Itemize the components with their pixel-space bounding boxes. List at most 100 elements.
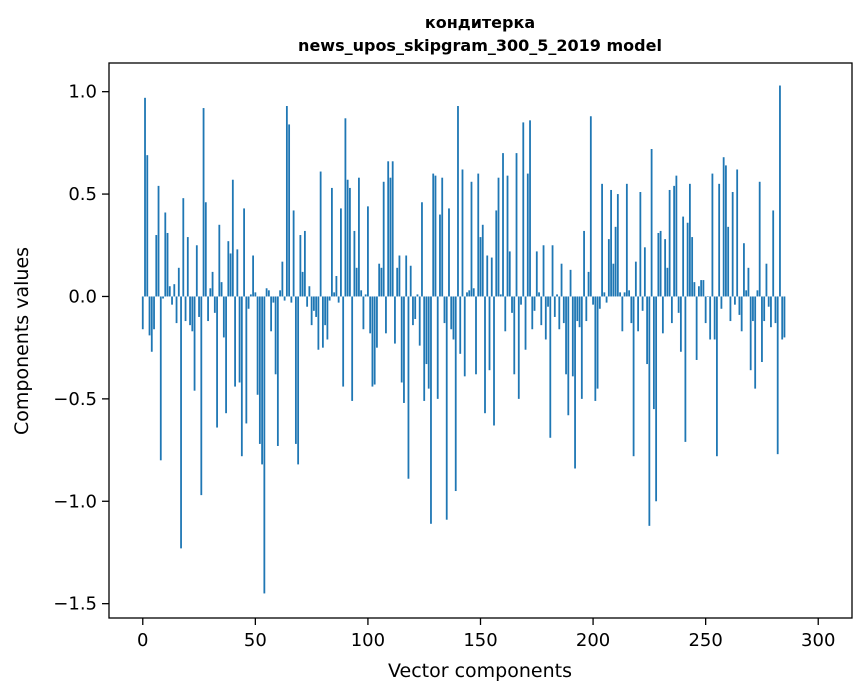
bar-151 — [481, 224, 484, 297]
bar-44 — [240, 296, 243, 457]
y-axis: 1.0 0.5 0.0 −0.5 −1.0 −1.5 — [53, 82, 109, 615]
bar-251 — [707, 296, 709, 297]
bar-257 — [720, 296, 723, 309]
bar-126 — [425, 296, 428, 365]
y-tick-label: −1.5 — [53, 594, 97, 615]
bar-248 — [700, 280, 703, 297]
plot-frame — [108, 62, 853, 619]
chart-subtitle: news_upos_skipgram_300_5_2019 model — [298, 36, 662, 55]
bar-32 — [213, 296, 216, 313]
bar-225 — [648, 296, 651, 526]
bar-235 — [670, 296, 673, 324]
bar-243 — [688, 183, 691, 297]
x-tick-label: 100 — [351, 630, 385, 651]
bar-6 — [155, 235, 158, 297]
bar-94 — [353, 230, 356, 297]
y-tick-label: −0.5 — [53, 389, 97, 410]
bar-58 — [272, 296, 275, 303]
bar-261 — [729, 296, 732, 322]
bar-242 — [686, 222, 689, 297]
bar-28 — [204, 202, 207, 297]
bar-271 — [752, 296, 754, 322]
bar-16 — [177, 267, 180, 297]
bar-96 — [358, 177, 360, 297]
bar-275 — [761, 296, 763, 363]
bar-217 — [630, 296, 633, 324]
bar-82 — [326, 296, 329, 340]
bar-200 — [592, 296, 594, 305]
bar-167 — [517, 296, 520, 399]
y-axis-label: Components values — [11, 247, 33, 435]
bar-60 — [276, 296, 279, 446]
bar-106 — [380, 267, 383, 297]
bar-265 — [738, 296, 741, 315]
bar-17 — [180, 296, 182, 549]
bar-208 — [610, 189, 612, 297]
bar-156 — [493, 296, 495, 426]
bar-1 — [144, 97, 146, 297]
bar-139 — [454, 296, 457, 492]
bar-267 — [743, 243, 745, 297]
bar-59 — [274, 296, 277, 375]
bar-232 — [664, 239, 667, 297]
y-tick-label: 0.0 — [68, 286, 97, 307]
bar-276 — [763, 296, 766, 322]
bar-122 — [416, 294, 419, 297]
bar-262 — [731, 192, 734, 297]
bar-109 — [387, 161, 390, 297]
bar-81 — [324, 296, 327, 326]
bar-159 — [499, 294, 502, 297]
bar-191 — [571, 296, 574, 377]
bar-284 — [781, 296, 784, 340]
bar-282 — [776, 296, 779, 455]
bar-129 — [432, 173, 435, 297]
bar-46 — [245, 296, 248, 424]
bar-279 — [770, 296, 772, 328]
bar-107 — [382, 181, 385, 297]
bar-31 — [211, 271, 214, 297]
bar-184 — [556, 294, 558, 297]
bar-215 — [625, 183, 628, 297]
bar-246 — [695, 296, 698, 360]
bar-190 — [569, 269, 572, 297]
bar-121 — [414, 296, 417, 319]
bar-277 — [765, 263, 768, 297]
x-tick-label: 150 — [463, 630, 497, 651]
bar-35 — [220, 282, 223, 297]
bar-90 — [344, 118, 347, 297]
bar-142 — [461, 169, 464, 297]
bar-185 — [558, 296, 561, 330]
bar-180 — [547, 296, 549, 307]
bar-61 — [279, 290, 282, 297]
bar-272 — [754, 296, 757, 389]
bar-116 — [403, 296, 405, 403]
bar-273 — [756, 290, 759, 297]
bar-133 — [441, 177, 444, 297]
bar-247 — [698, 286, 700, 297]
bar-223 — [643, 247, 646, 297]
bar-281 — [774, 296, 777, 324]
bar-224 — [646, 296, 649, 365]
bar-4 — [150, 296, 153, 352]
bar-196 — [583, 230, 585, 297]
bar-38 — [227, 241, 230, 297]
x-axis: 0 50 100 150 200 250 300 — [137, 618, 835, 651]
bar-83 — [328, 296, 331, 301]
bar-158 — [497, 177, 500, 297]
bar-24 — [195, 245, 198, 297]
bar-259 — [725, 165, 727, 297]
bar-192 — [574, 296, 576, 469]
bar-234 — [668, 189, 671, 297]
bar-181 — [549, 296, 552, 438]
bar-34 — [218, 224, 221, 297]
bar-221 — [639, 192, 642, 297]
bar-141 — [459, 296, 462, 354]
bar-199 — [589, 116, 592, 297]
bar-244 — [691, 237, 694, 297]
bar-269 — [747, 267, 750, 297]
bar-99 — [364, 294, 367, 297]
y-tick-label: 1.0 — [68, 82, 97, 103]
bar-10 — [164, 212, 167, 297]
bar-212 — [619, 292, 621, 297]
bar-218 — [632, 296, 635, 457]
